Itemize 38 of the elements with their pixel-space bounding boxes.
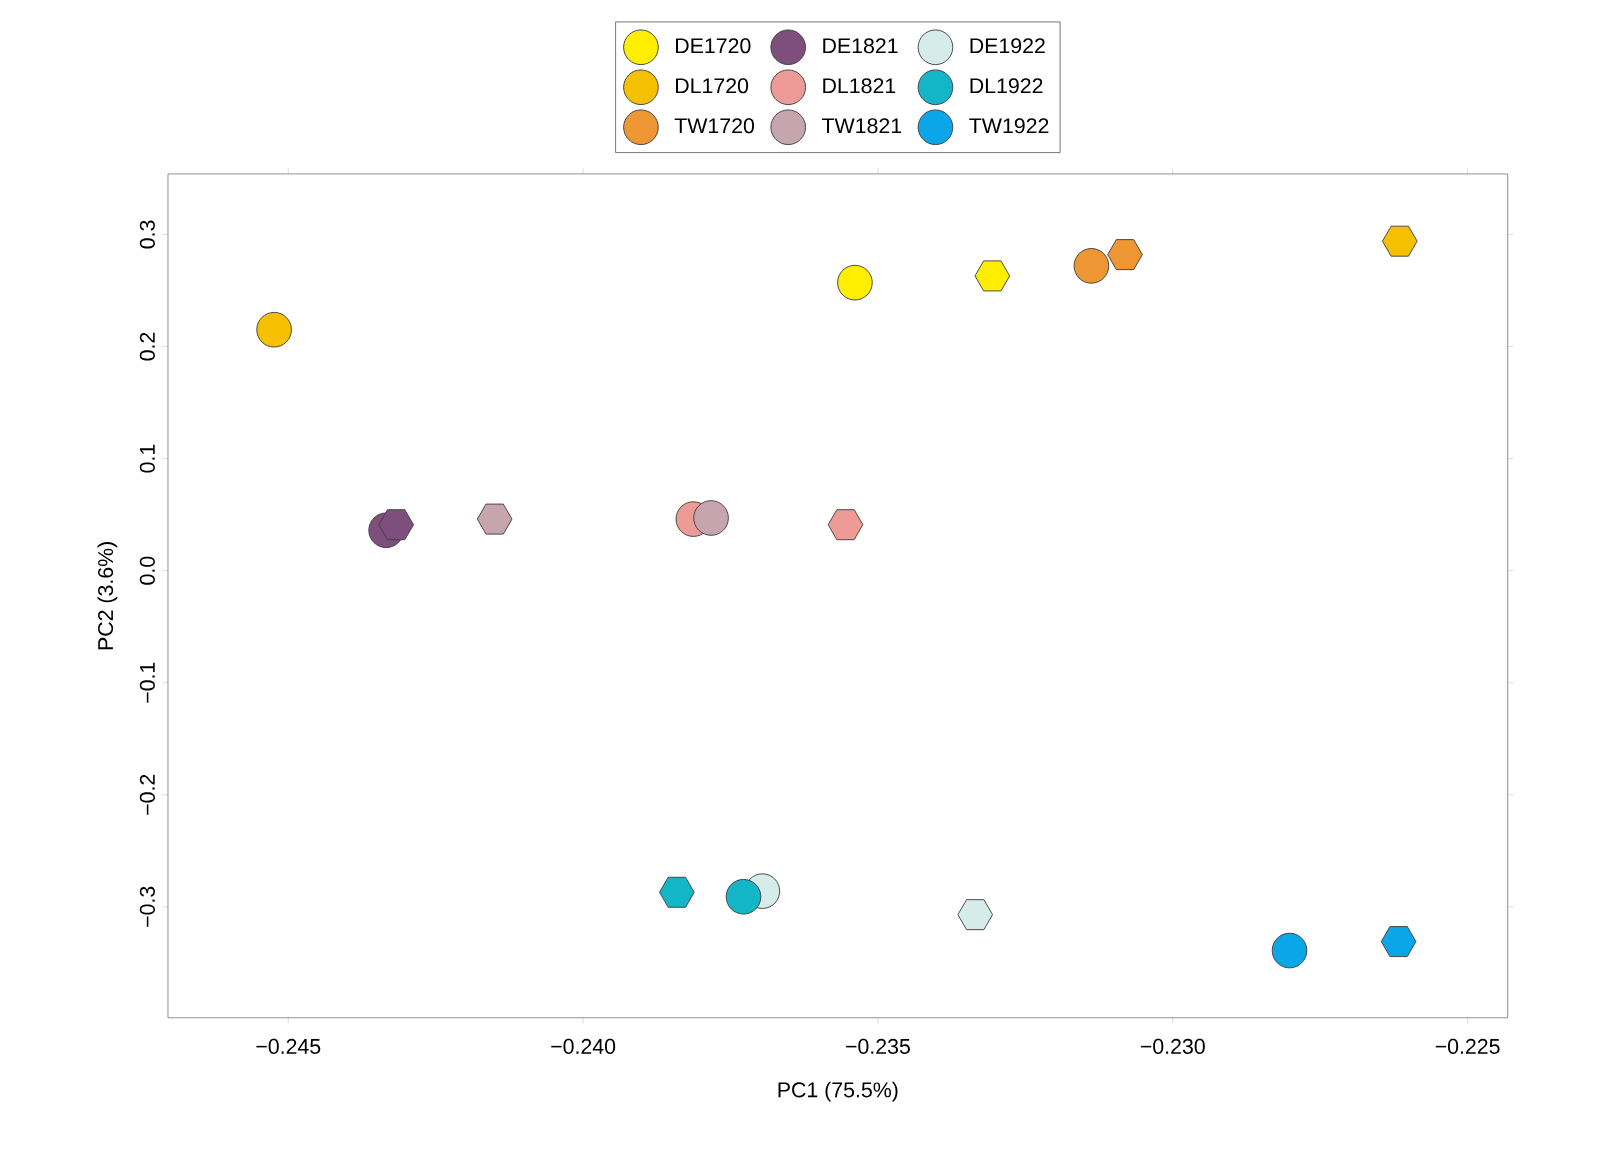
y-tick-label: 0.3 — [139, 220, 155, 249]
y-tick-label: 0.2 — [139, 332, 155, 361]
legend-label: DL1720 — [676, 78, 749, 94]
point — [256, 311, 292, 348]
legend-label: DE1720 — [676, 38, 751, 54]
point — [725, 878, 762, 915]
y-tick-label: −0.1 — [139, 662, 155, 703]
x-axis-title: PC1 (75.5%) — [778, 1081, 898, 1102]
y-tick-label: −0.2 — [139, 774, 155, 815]
legend-label: DE1922 — [970, 38, 1045, 54]
point — [974, 260, 1011, 292]
point — [837, 264, 873, 301]
point — [827, 509, 864, 541]
point — [1073, 248, 1110, 284]
point — [1107, 239, 1143, 271]
point — [1271, 932, 1308, 969]
legend-label: TW1720 — [674, 118, 755, 134]
y-axis-title: PC2 (3.6%) — [97, 542, 118, 650]
x-tick-label: −0.235 — [846, 1038, 910, 1054]
y-tick-label: 0.0 — [139, 556, 155, 585]
point — [693, 500, 729, 536]
point — [1380, 926, 1417, 958]
point — [659, 876, 695, 908]
x-tick-label: −0.225 — [1435, 1038, 1500, 1054]
legend-label: DE1821 — [823, 38, 898, 54]
y-tick-label: −0.3 — [139, 886, 155, 927]
y-tick-label: 0.1 — [139, 444, 155, 473]
point — [378, 509, 414, 541]
legend-label: DL1922 — [970, 78, 1043, 94]
x-tick-label: −0.245 — [256, 1038, 321, 1054]
point — [1381, 225, 1418, 257]
legend-label: TW1922 — [969, 118, 1049, 134]
x-tick-label: −0.240 — [551, 1038, 616, 1054]
x-tick-label: −0.230 — [1140, 1038, 1205, 1054]
point — [957, 899, 994, 931]
legend-label: DL1821 — [823, 78, 896, 94]
legend-label: TW1821 — [822, 118, 902, 134]
point — [476, 503, 513, 535]
